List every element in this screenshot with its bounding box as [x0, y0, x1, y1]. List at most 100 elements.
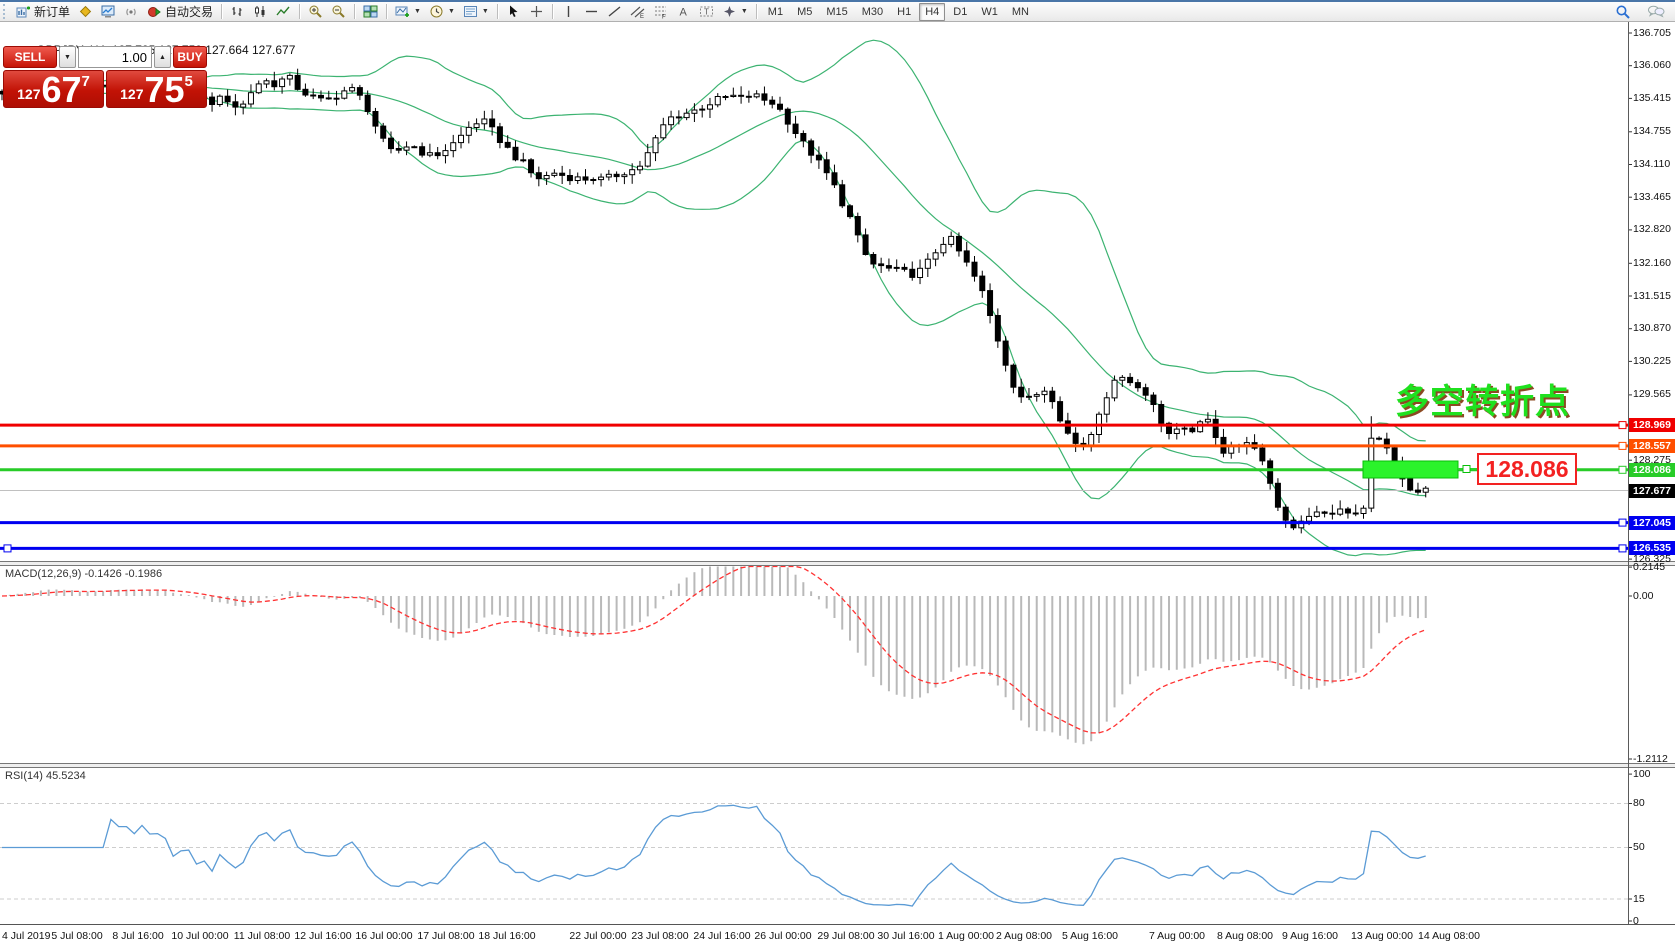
toolbar-separator — [221, 4, 223, 19]
time-axis-label: 9 Aug 16:00 — [1281, 930, 1339, 942]
community-button[interactable] — [1643, 2, 1669, 21]
price-axis-tick: 133.465 — [1633, 190, 1671, 203]
sell-button[interactable]: SELL — [3, 46, 57, 68]
autotrading-button[interactable]: 自动交易 — [143, 2, 217, 21]
price-axis-tick: 129.565 — [1633, 388, 1671, 401]
volume-input[interactable] — [78, 46, 152, 68]
current-price-label: 127.677 — [1629, 483, 1675, 498]
time-axis-label: 4 Jul 2019 — [2, 930, 51, 942]
price-axis-tick: 132.160 — [1633, 256, 1671, 269]
time-axis-label: 8 Aug 08:00 — [1216, 930, 1274, 942]
arrows-button[interactable]: ▼ — [718, 2, 752, 21]
period-button-m5[interactable]: M5 — [797, 5, 813, 18]
macd-axis-tick: -1.2112 — [1633, 752, 1668, 765]
market-watch-icon — [101, 4, 116, 19]
turning-point-annotation[interactable]: 多空转折点 — [1395, 383, 1570, 421]
period-button-h1[interactable]: H1 — [897, 5, 912, 18]
search-button[interactable] — [1611, 2, 1635, 21]
price-line-label: 127.045 — [1629, 515, 1675, 530]
market-watch-button[interactable] — [97, 2, 120, 21]
highlight-rectangle[interactable] — [1362, 460, 1459, 479]
new-order-icon — [16, 4, 31, 19]
trendline-icon — [607, 4, 622, 19]
horizontal-line-button[interactable] — [580, 2, 603, 21]
line-handle[interactable] — [1618, 441, 1627, 450]
period-button-m30[interactable]: M30 — [861, 5, 884, 18]
profiles-button[interactable] — [74, 2, 97, 21]
vertical-line-button[interactable] — [557, 2, 580, 21]
line-chart-button[interactable] — [272, 2, 295, 21]
volume-up-button[interactable]: ▲ — [154, 46, 171, 68]
autotrade-icon — [147, 4, 162, 19]
pane-separator-macd[interactable] — [0, 561, 1675, 566]
zoom-in-icon — [308, 4, 323, 19]
line-handle[interactable] — [1618, 465, 1627, 474]
signals-button[interactable] — [120, 2, 143, 21]
price-axis-tick: 134.755 — [1633, 125, 1671, 138]
pane-separator-rsi[interactable] — [0, 763, 1675, 768]
indicators-button[interactable]: ▼ — [391, 2, 425, 21]
time-axis-label: 5 Aug 16:00 — [1061, 930, 1119, 942]
price-line-label: 128.969 — [1629, 418, 1675, 433]
rsi-line — [2, 804, 1426, 907]
period-button-w1[interactable]: W1 — [981, 5, 998, 18]
periods-dropdown-button[interactable]: ▼ — [425, 2, 459, 21]
tile-windows-button[interactable] — [359, 2, 382, 21]
rsi-pane — [0, 803, 1628, 907]
equidistant-channel-button[interactable]: E — [626, 2, 649, 21]
period-button-mn[interactable]: MN — [1011, 5, 1029, 18]
tile-windows-icon — [363, 4, 378, 19]
candlestick-chart-button[interactable] — [249, 2, 272, 21]
text-button[interactable]: A — [672, 2, 695, 21]
period-button-m1[interactable]: M1 — [767, 5, 784, 18]
macd-pane — [1, 565, 1427, 745]
trendline-button[interactable] — [603, 2, 626, 21]
bollinger-band — [1, 84, 1426, 497]
time-axis-label: 17 Jul 08:00 — [417, 930, 475, 942]
new-order-button[interactable]: 新订单 — [12, 2, 74, 21]
price-axis-tick: 126.325 — [1633, 552, 1671, 565]
zoom-out-button[interactable] — [327, 2, 350, 21]
line-handle[interactable] — [3, 544, 12, 553]
time-axis — [0, 924, 1675, 944]
indicators-icon — [395, 4, 410, 19]
line-handle[interactable] — [1618, 544, 1627, 553]
bar-chart-icon — [230, 4, 245, 19]
period-button-d1[interactable]: D1 — [953, 5, 968, 18]
main-pane — [0, 39, 1628, 557]
line-chart-icon — [276, 4, 291, 19]
text-label-button[interactable]: T — [695, 2, 718, 21]
price-axis-tick: 128.275 — [1633, 453, 1671, 466]
templates-button[interactable]: ▼ — [459, 2, 493, 21]
svg-text:T: T — [704, 8, 709, 17]
time-axis-label: 13 Aug 00:00 — [1351, 930, 1413, 942]
text-icon: A — [676, 4, 691, 19]
toolbar-separator — [496, 4, 498, 19]
bar-chart-button[interactable] — [226, 2, 249, 21]
price-axis-tick: 131.515 — [1633, 289, 1671, 302]
price-axis-tick: 130.225 — [1633, 354, 1671, 367]
buy-price-button[interactable]: 127 75 5 — [106, 70, 207, 108]
sell-price-button[interactable]: 127 67 7 — [3, 70, 104, 108]
fibonacci-icon: F — [653, 4, 668, 19]
connector-handle[interactable] — [1462, 465, 1471, 473]
toolbar-separator — [354, 4, 356, 19]
price-callout-label[interactable]: 128.086 — [1477, 453, 1577, 485]
line-handle[interactable] — [1618, 518, 1627, 527]
buy-button[interactable]: BUY — [173, 46, 207, 68]
cursor-button[interactable] — [502, 2, 525, 21]
period-button-m15[interactable]: M15 — [826, 5, 848, 18]
signals-icon — [124, 4, 139, 19]
horizontal-line-icon — [584, 4, 599, 19]
period-button-h4[interactable]: H4 — [919, 2, 946, 21]
crosshair-button[interactable] — [525, 2, 548, 21]
price-line-label: 128.557 — [1629, 438, 1675, 453]
toolbar-separator — [551, 4, 553, 19]
fibonacci-button[interactable]: F — [649, 2, 672, 21]
line-handle[interactable] — [1618, 421, 1627, 430]
volume-down-button[interactable]: ▼ — [59, 46, 76, 68]
zoom-in-button[interactable] — [304, 2, 327, 21]
toolbar: 新订单 自动交易 ▼ ▼ ▼ E F A T ▼ M1 M5 M15 M30 H1 H4 D1 W1 MN — [0, 2, 1675, 22]
channel-icon: E — [630, 4, 645, 19]
